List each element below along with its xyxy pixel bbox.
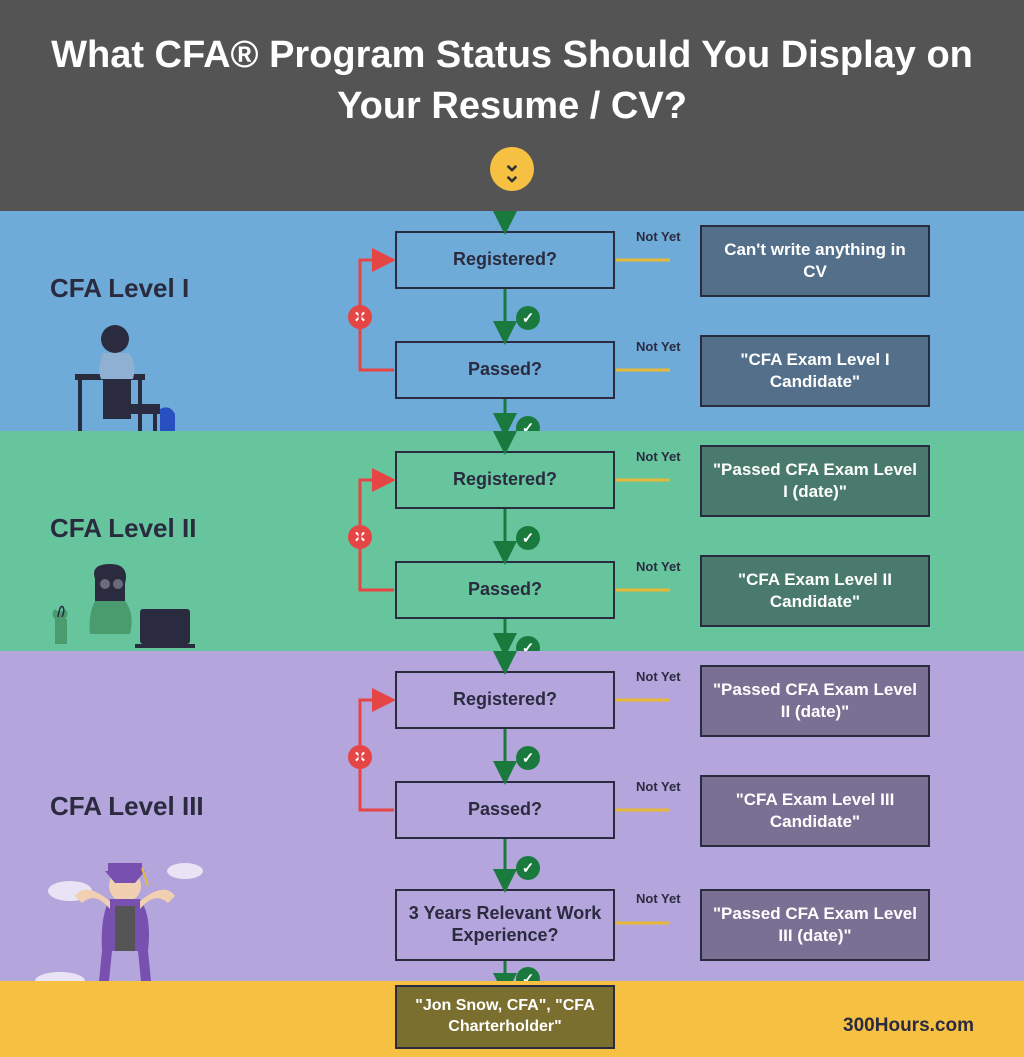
notyet-label: Not Yet: [636, 339, 681, 354]
check-icon: ✓: [516, 746, 540, 770]
check-icon: ✓: [516, 306, 540, 330]
outcome-7: "Passed CFA Exam Level III (date)": [700, 889, 930, 961]
outcome-3: "Passed CFA Exam Level I (date)": [700, 445, 930, 517]
decision-l3-passed: Passed?: [395, 781, 615, 839]
start-icon: ⌄⌄: [490, 147, 534, 191]
outcome-2: "CFA Exam Level I Candidate": [700, 335, 930, 407]
outcome-1: Can't write anything in CV: [700, 225, 930, 297]
decision-l2-passed: Passed?: [395, 561, 615, 619]
outcome-4: "CFA Exam Level II Candidate": [700, 555, 930, 627]
check-icon: ✓: [516, 526, 540, 550]
level-3-label: CFA Level III: [50, 791, 204, 822]
decision-l3-exp: 3 Years Relevant Work Experience?: [395, 889, 615, 961]
decision-l1-registered: Registered?: [395, 231, 615, 289]
header: What CFA® Program Status Should You Disp…: [0, 0, 1024, 211]
level-2-label: CFA Level II: [50, 513, 196, 544]
notyet-label: Not Yet: [636, 559, 681, 574]
footer: "Jon Snow, CFA", "CFA Charterholder" 300…: [0, 981, 1024, 1057]
section-level-1: CFA Level I Registered? Passed? ✓ ✓ ✕: [0, 211, 1024, 431]
outcome-final: "Jon Snow, CFA", "CFA Charterholder": [395, 985, 615, 1049]
watermark: 300Hours.com: [843, 1015, 974, 1037]
page-title: What CFA® Program Status Should You Disp…: [40, 30, 984, 133]
x-icon: ✕: [348, 745, 372, 769]
decision-l2-registered: Registered?: [395, 451, 615, 509]
x-icon: ✕: [348, 305, 372, 329]
decision-l3-registered: Registered?: [395, 671, 615, 729]
check-icon: ✓: [516, 856, 540, 880]
outcome-6: "CFA Exam Level III Candidate": [700, 775, 930, 847]
notyet-label: Not Yet: [636, 891, 681, 906]
x-icon: ✕: [348, 525, 372, 549]
notyet-label: Not Yet: [636, 669, 681, 684]
notyet-label: Not Yet: [636, 779, 681, 794]
level-1-label: CFA Level I: [50, 273, 189, 304]
notyet-label: Not Yet: [636, 229, 681, 244]
outcome-5: "Passed CFA Exam Level II (date)": [700, 665, 930, 737]
decision-l1-passed: Passed?: [395, 341, 615, 399]
notyet-label: Not Yet: [636, 449, 681, 464]
section-level-3: CFA Level III Registered? Passed? 3 Year…: [0, 651, 1024, 981]
section-level-2: CFA Level II Registered? Passed? ✓ ✓ ✕: [0, 431, 1024, 651]
